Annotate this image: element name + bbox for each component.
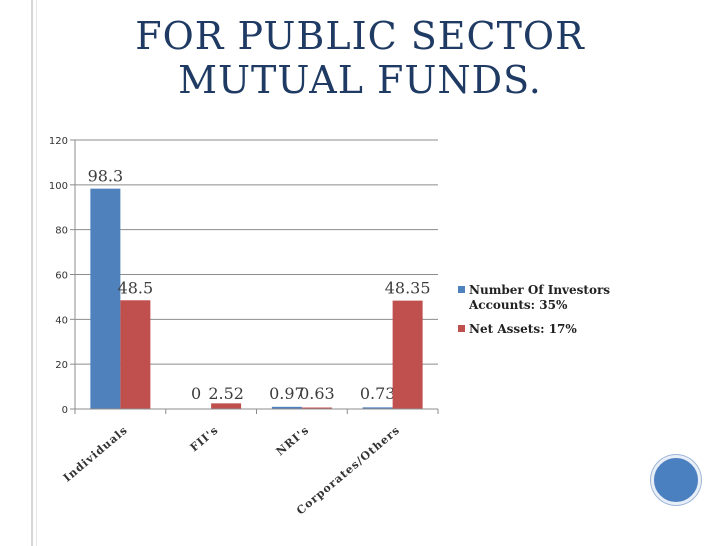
data-label: 48.5	[118, 278, 154, 297]
bar-investors	[271, 406, 302, 409]
x-category-label: NRI's	[274, 423, 312, 458]
slide-left-rule-thin	[36, 0, 37, 546]
bar-net-assets	[120, 300, 151, 409]
y-tick-label: 40	[55, 315, 68, 326]
y-tick-label: 80	[55, 226, 68, 237]
legend-label: Number Of Investors Accounts: 35%	[468, 283, 610, 312]
y-tick-label: 0	[62, 405, 68, 416]
legend-swatch	[458, 286, 465, 293]
data-label: 0.97	[269, 384, 305, 403]
legend-swatch	[458, 325, 465, 332]
slide-decoration-circle	[651, 455, 701, 505]
slide-left-rule	[31, 0, 33, 546]
x-category-label: Individuals	[61, 423, 130, 484]
bar-net-assets	[301, 407, 332, 409]
y-tick-label: 120	[49, 136, 68, 147]
y-tick-label: 60	[55, 271, 68, 282]
data-label: 98.3	[88, 167, 124, 186]
page-title: FOR PUBLIC SECTOR MUTUAL FUNDS.	[135, 14, 585, 102]
x-category-label: FII's	[188, 423, 221, 454]
bar-investors	[362, 407, 393, 409]
bar-investors	[90, 188, 121, 409]
y-tick-label: 100	[49, 181, 68, 192]
x-category-label: Corporates/Others	[294, 423, 403, 517]
bar-net-assets	[392, 300, 423, 409]
y-tick-label: 20	[55, 360, 68, 371]
data-label: 2.52	[208, 384, 244, 403]
data-label: 0.73	[360, 384, 396, 403]
legend-label: Net Assets: 17%	[469, 322, 577, 336]
data-label: 0.63	[299, 384, 335, 403]
bar-net-assets	[211, 403, 242, 409]
data-label: 0	[191, 384, 201, 403]
data-label: 48.35	[385, 279, 431, 298]
